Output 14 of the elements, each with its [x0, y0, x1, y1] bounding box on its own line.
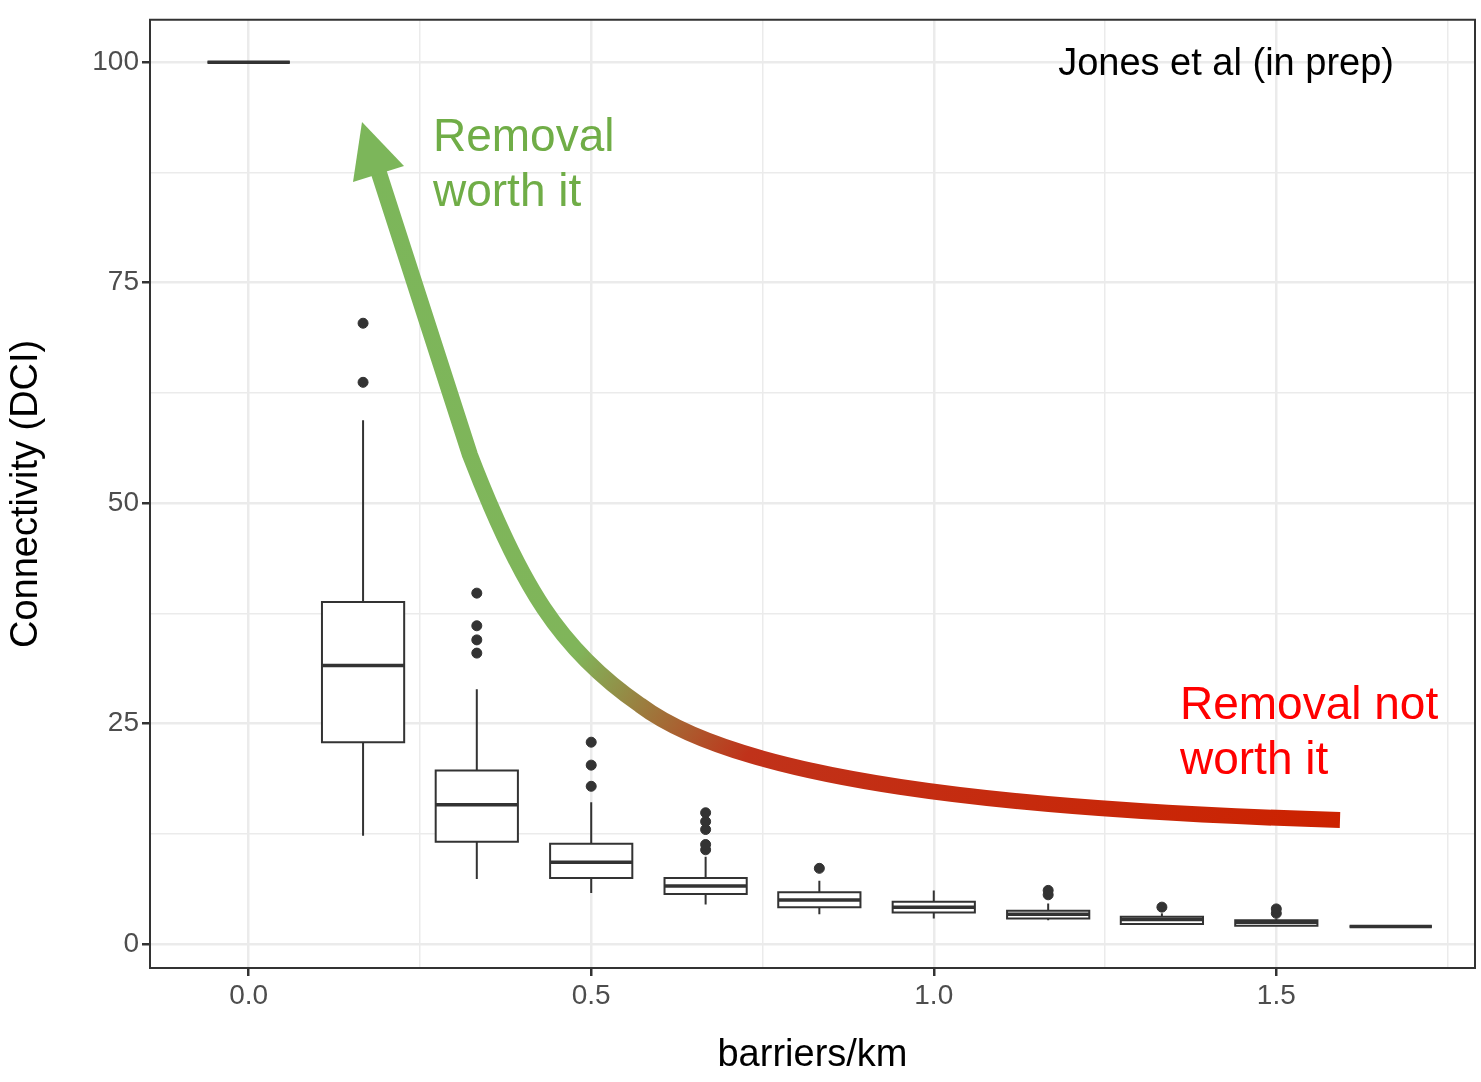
y-axis-title: Connectivity (DCI) — [3, 339, 46, 649]
x-tick-label: 1.5 — [1256, 978, 1296, 1010]
x-tick-label: 0.0 — [229, 978, 269, 1010]
y-tick-label: 50 — [107, 485, 139, 517]
annotation: Jones et al (in prep) — [1058, 40, 1394, 85]
y-tick-label: 100 — [92, 44, 139, 76]
x-tick-label: 0.5 — [571, 978, 611, 1010]
annotation: Removal not worth it — [1180, 676, 1439, 787]
y-tick-label: 0 — [123, 926, 139, 958]
y-tick-label: 25 — [107, 706, 139, 738]
x-tick-label: 1.0 — [914, 978, 954, 1010]
annotation: Removal worth it — [433, 108, 615, 219]
x-axis-title: barriers/km — [717, 1031, 908, 1074]
y-tick-label: 75 — [107, 265, 139, 297]
